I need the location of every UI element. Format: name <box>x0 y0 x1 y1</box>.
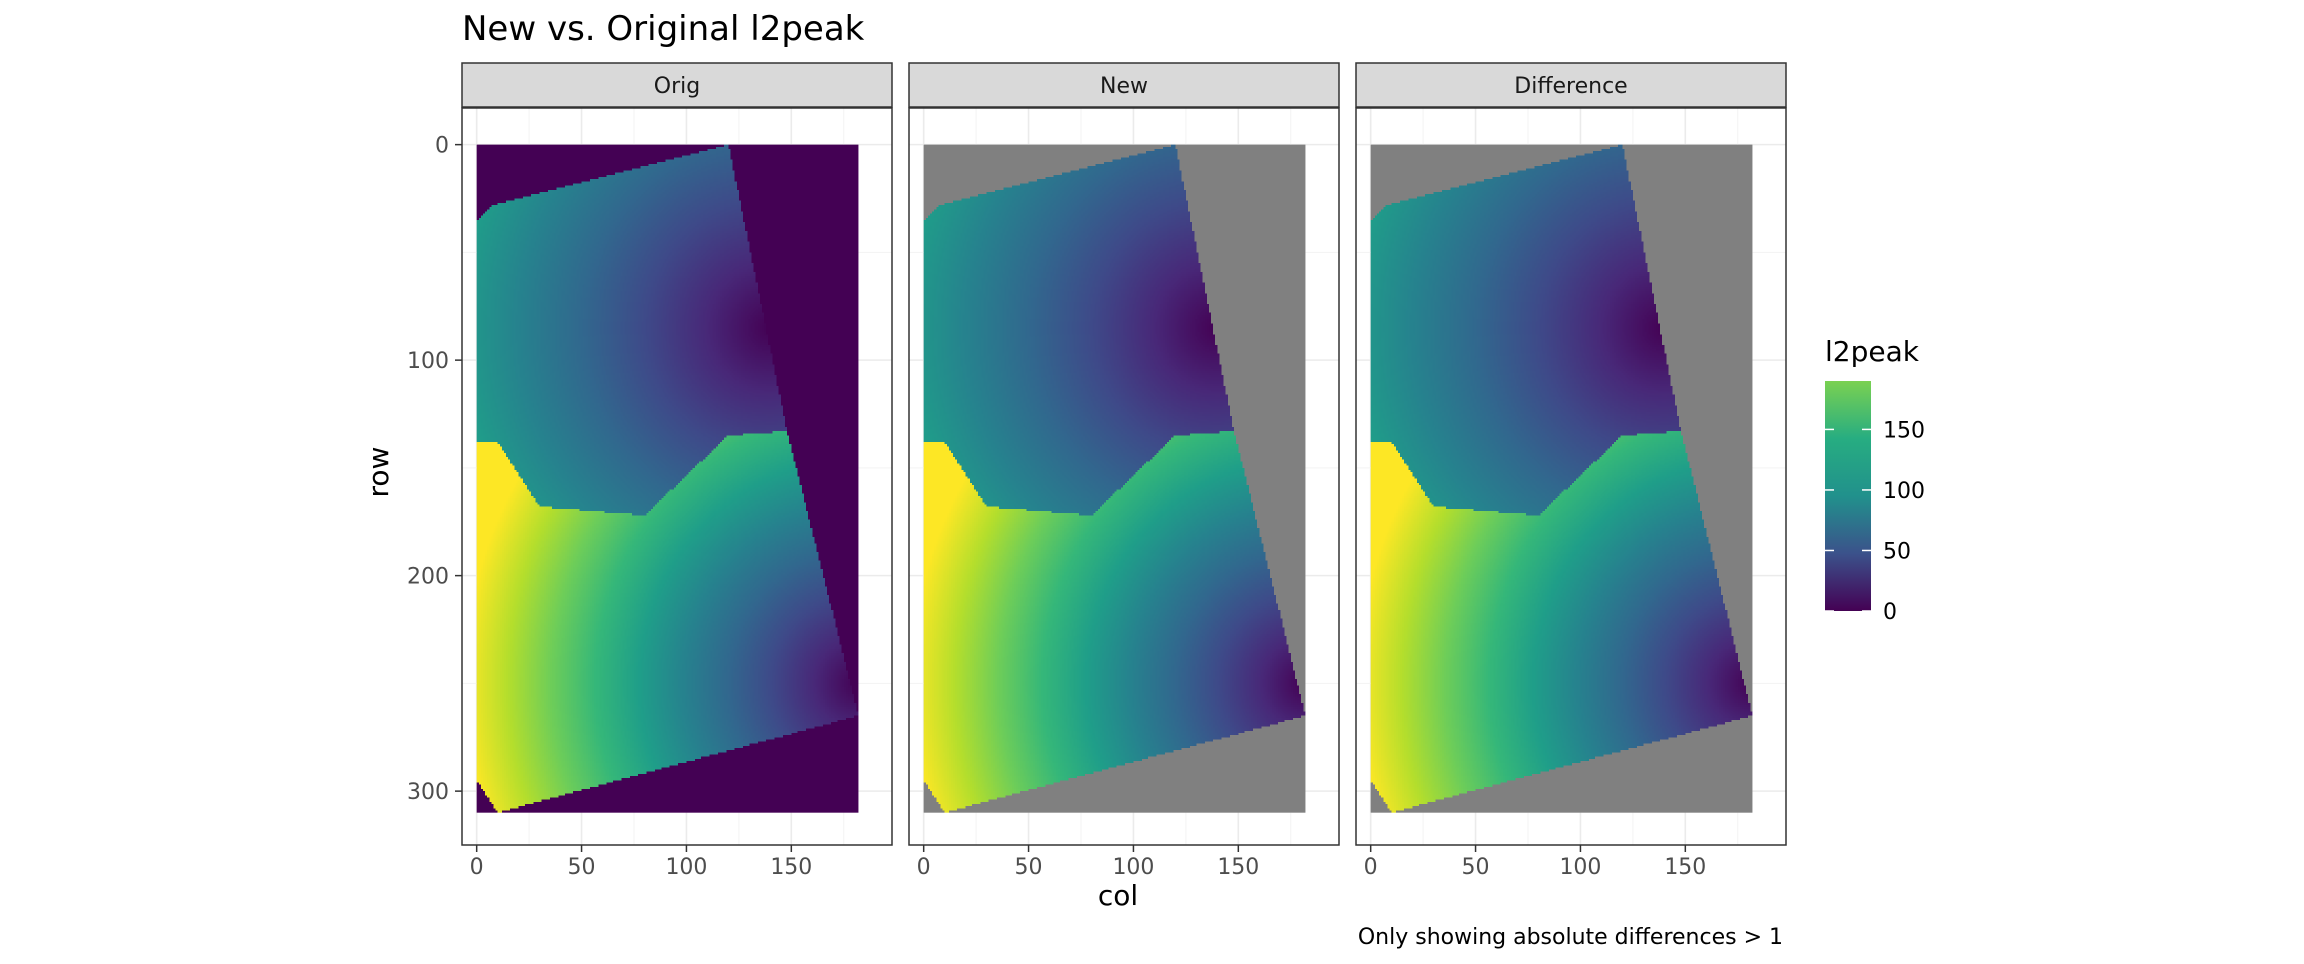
panel-border <box>461 107 893 846</box>
x-axis-new: 0 50 100 150 <box>917 845 1259 880</box>
x-tick-label: 100 <box>1559 855 1601 880</box>
legend-colorbar <box>1825 381 1871 611</box>
x-tick-label: 150 <box>770 855 812 880</box>
panel-border <box>908 107 1340 846</box>
facet-strip <box>461 62 893 108</box>
facet-label: New <box>1100 74 1148 99</box>
y-tick-label: 100 <box>407 349 449 374</box>
x-tick-label: 100 <box>1112 855 1154 880</box>
y-tick-label: 200 <box>407 565 449 590</box>
y-tick-label: 300 <box>407 780 449 805</box>
facet-label: Orig <box>654 74 700 99</box>
facet-label: Difference <box>1514 74 1627 99</box>
chart-title: New vs. Original l2peak <box>462 9 865 49</box>
heatmap-raster-difference <box>1370 144 1753 813</box>
legend: l2peak 0 50 100 150 <box>1825 335 1925 625</box>
x-axis-orig: 0 50 100 150 <box>470 845 812 880</box>
x-tick-label: 150 <box>1664 855 1706 880</box>
facet-panel-orig: Orig <box>461 62 893 846</box>
legend-title: l2peak <box>1825 335 1920 368</box>
x-tick-label: 100 <box>665 855 707 880</box>
x-axis-title: col <box>1098 879 1138 912</box>
x-tick-label: 50 <box>568 855 596 880</box>
y-axis: 0 100 200 300 <box>407 134 462 805</box>
legend-ticks: 0 50 100 150 <box>1825 418 1925 625</box>
legend-tick-label: 100 <box>1883 479 1925 504</box>
x-tick-label: 50 <box>1015 855 1043 880</box>
facet-panel-difference: Difference <box>1355 62 1787 846</box>
panel-border <box>1355 107 1787 846</box>
heatmap-raster-orig <box>476 144 859 813</box>
x-tick-label: 50 <box>1462 855 1490 880</box>
facet-panels: Orig New Difference <box>461 62 1787 846</box>
x-tick-label: 0 <box>1364 855 1378 880</box>
y-axis-title: row <box>362 447 395 498</box>
x-tick-label: 0 <box>470 855 484 880</box>
caption: Only showing absolute differences > 1 <box>1358 925 1783 950</box>
facet-strip <box>1355 62 1787 108</box>
legend-tick-label: 50 <box>1883 539 1911 564</box>
x-axes: 0 50 100 150 0 50 100 150 0 50 100 150 <box>470 845 1706 880</box>
facet-strip <box>908 62 1340 108</box>
x-axis-difference: 0 50 100 150 <box>1364 845 1706 880</box>
legend-tick-label: 150 <box>1883 418 1925 443</box>
heatmap-raster-new <box>923 144 1306 813</box>
x-tick-label: 0 <box>917 855 931 880</box>
x-tick-label: 150 <box>1217 855 1259 880</box>
facet-panel-new: New <box>908 62 1340 846</box>
legend-tick-label: 0 <box>1883 600 1897 625</box>
y-tick-label: 0 <box>435 134 449 159</box>
